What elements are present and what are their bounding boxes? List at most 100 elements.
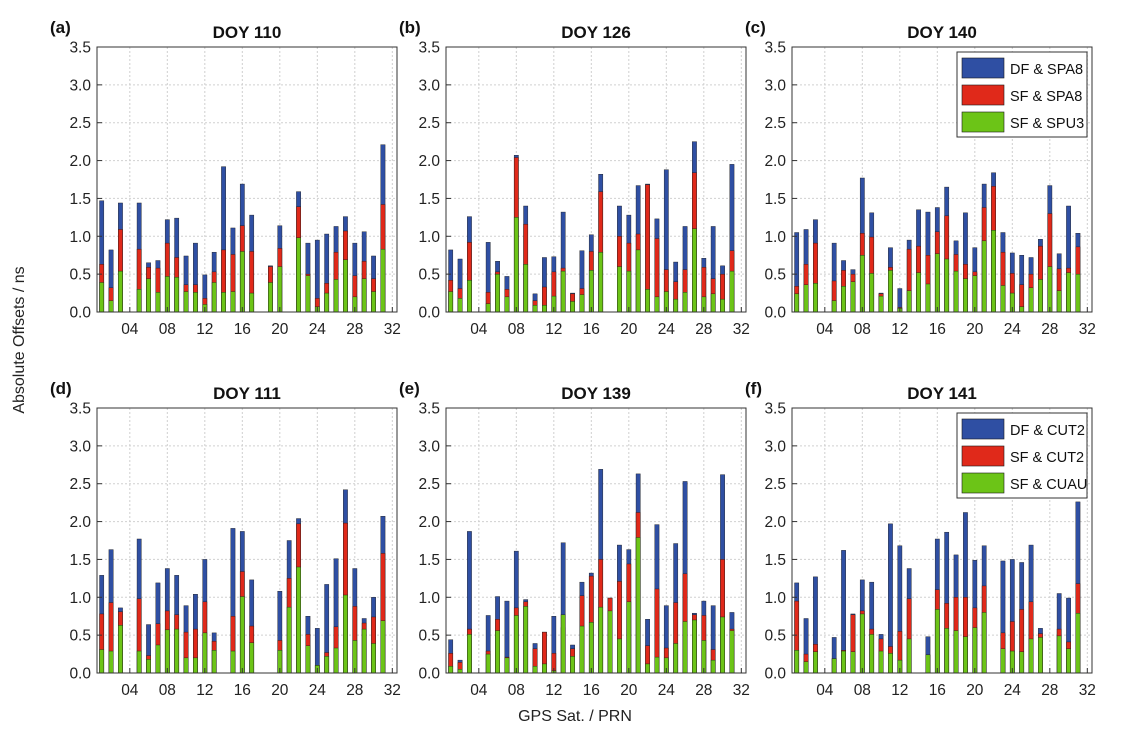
bar-green-prn-20 bbox=[277, 266, 283, 313]
bar-green-prn-23 bbox=[1000, 285, 1006, 313]
bar-green-prn-5 bbox=[831, 658, 837, 674]
x-tick-label: 04 bbox=[121, 321, 139, 338]
bar-green-prn-29 bbox=[361, 278, 367, 313]
bar-green-prn-2 bbox=[457, 298, 463, 313]
y-tick-label: 3.5 bbox=[69, 401, 91, 418]
bar-green-prn-13 bbox=[906, 290, 912, 313]
bar-green-prn-14 bbox=[916, 272, 921, 313]
y-tick-label: 1.0 bbox=[764, 229, 786, 246]
y-tick-label: 1.0 bbox=[764, 590, 786, 607]
legend-label: SF & CUT2 bbox=[1010, 450, 1084, 466]
panel-title: DOY 139 bbox=[561, 384, 631, 403]
bar-green-prn-21 bbox=[981, 612, 987, 674]
y-tick-label: 1.0 bbox=[69, 229, 91, 246]
x-tick-label: 20 bbox=[271, 682, 289, 699]
legend-label: SF & SPA8 bbox=[1010, 89, 1082, 105]
bar-green-prn-11 bbox=[542, 663, 547, 674]
panel-title: DOY 111 bbox=[213, 384, 281, 403]
y-tick-label: 3.5 bbox=[764, 401, 786, 418]
x-tick-label: 08 bbox=[854, 321, 871, 338]
x-tick-label: 08 bbox=[508, 321, 525, 338]
bar-green-prn-20 bbox=[972, 275, 978, 313]
bar-green-prn-13 bbox=[211, 650, 217, 674]
y-tick-label: 0.5 bbox=[418, 628, 440, 645]
bar-green-prn-26 bbox=[333, 279, 339, 313]
x-axis-label: GPS Sat. / PRN bbox=[518, 708, 632, 725]
bar-green-prn-16 bbox=[588, 622, 594, 674]
legend-swatch-red bbox=[961, 445, 1005, 467]
x-tick-label: 20 bbox=[620, 682, 638, 699]
x-tick-label: 08 bbox=[508, 682, 525, 699]
bar-green-prn-20 bbox=[626, 270, 632, 313]
bar-green-prn-30 bbox=[720, 298, 725, 313]
y-tick-label: 0.0 bbox=[418, 666, 440, 683]
bar-green-prn-11 bbox=[193, 292, 198, 313]
y-tick-label: 2.0 bbox=[764, 153, 786, 170]
panel-d: 0.0 0.5 1.0 1.5 2.0 2.5 3.0 3.5 04 08 12 16 20 24 28 32… bbox=[50, 379, 401, 699]
x-tick-label: 24 bbox=[309, 682, 327, 699]
bar-green-prn-5 bbox=[485, 303, 491, 313]
x-tick-label: 28 bbox=[1041, 682, 1058, 699]
bar-green-prn-22 bbox=[645, 663, 650, 674]
bar-green-prn-2 bbox=[108, 650, 114, 674]
bar-green-prn-3 bbox=[118, 625, 123, 674]
y-tick-label: 0.5 bbox=[418, 267, 440, 284]
legend-swatch-blue bbox=[961, 418, 1005, 440]
bar-green-prn-8 bbox=[164, 629, 170, 674]
x-tick-label: 20 bbox=[271, 321, 289, 338]
bar-green-prn-7 bbox=[155, 292, 161, 313]
legend-swatch-red bbox=[961, 84, 1005, 106]
bar-green-prn-10 bbox=[183, 657, 189, 674]
y-tick-label: 0.0 bbox=[69, 305, 91, 322]
bar-green-prn-19 bbox=[268, 282, 273, 313]
y-tick-label: 1.0 bbox=[418, 229, 440, 246]
bar-green-prn-13 bbox=[906, 638, 912, 674]
bar-green-prn-11 bbox=[542, 304, 547, 313]
bar-green-prn-28 bbox=[1047, 266, 1053, 313]
bar-green-prn-22 bbox=[296, 566, 301, 674]
bar-green-prn-31 bbox=[729, 270, 735, 313]
y-tick-label: 2.5 bbox=[418, 476, 440, 493]
y-axis-label: Absolute Offsets / ns bbox=[11, 266, 28, 413]
y-tick-label: 3.5 bbox=[418, 401, 440, 418]
x-tick-label: 20 bbox=[620, 321, 638, 338]
bar-green-prn-6 bbox=[841, 650, 846, 674]
y-tick-label: 2.5 bbox=[69, 115, 91, 132]
bar-green-prn-7 bbox=[155, 644, 161, 674]
x-tick-label: 32 bbox=[1079, 682, 1096, 699]
panel-label: (a) bbox=[50, 18, 71, 37]
bar-green-prn-2 bbox=[803, 661, 809, 674]
y-tick-label: 2.0 bbox=[418, 514, 440, 531]
bar-green-prn-7 bbox=[504, 296, 510, 313]
x-tick-label: 24 bbox=[658, 321, 676, 338]
bar-green-prn-8 bbox=[513, 217, 519, 313]
bar-green-prn-9 bbox=[174, 628, 180, 674]
bar-green-prn-19 bbox=[963, 636, 968, 674]
bar-green-prn-21 bbox=[635, 537, 641, 674]
bar-green-prn-15 bbox=[230, 650, 236, 674]
bar-green-prn-26 bbox=[333, 647, 339, 674]
bar-green-prn-25 bbox=[324, 292, 330, 313]
bar-green-prn-22 bbox=[296, 237, 301, 313]
bar-green-prn-10 bbox=[878, 650, 884, 674]
y-tick-label: 3.5 bbox=[69, 40, 91, 57]
x-tick-label: 08 bbox=[854, 682, 871, 699]
panel-label: (c) bbox=[745, 18, 766, 37]
bar-green-prn-26 bbox=[1028, 287, 1034, 313]
bar-green-prn-23 bbox=[654, 296, 660, 313]
x-tick-label: 32 bbox=[1079, 321, 1096, 338]
y-tick-label: 0.5 bbox=[764, 267, 786, 284]
bar-green-prn-3 bbox=[813, 651, 818, 674]
bar-green-prn-8 bbox=[513, 615, 519, 674]
bar-green-prn-7 bbox=[850, 651, 856, 674]
bar-green-prn-10 bbox=[183, 291, 189, 313]
bar-green-prn-11 bbox=[888, 653, 893, 674]
bar-green-prn-22 bbox=[645, 289, 650, 313]
bar-green-prn-21 bbox=[286, 606, 292, 674]
bar-green-prn-8 bbox=[164, 276, 170, 313]
x-tick-label: 16 bbox=[583, 321, 600, 338]
panel-a: 0.0 0.5 1.0 1.5 2.0 2.5 3.0 3.5 04 08 12 16 20 24 28 32… bbox=[50, 18, 401, 338]
panel-b: 0.0 0.5 1.0 1.5 2.0 2.5 3.0 3.5 04 08 12 16 20 24 28 32… bbox=[399, 18, 750, 338]
y-tick-label: 2.5 bbox=[69, 476, 91, 493]
bar-green-prn-17 bbox=[249, 642, 255, 674]
